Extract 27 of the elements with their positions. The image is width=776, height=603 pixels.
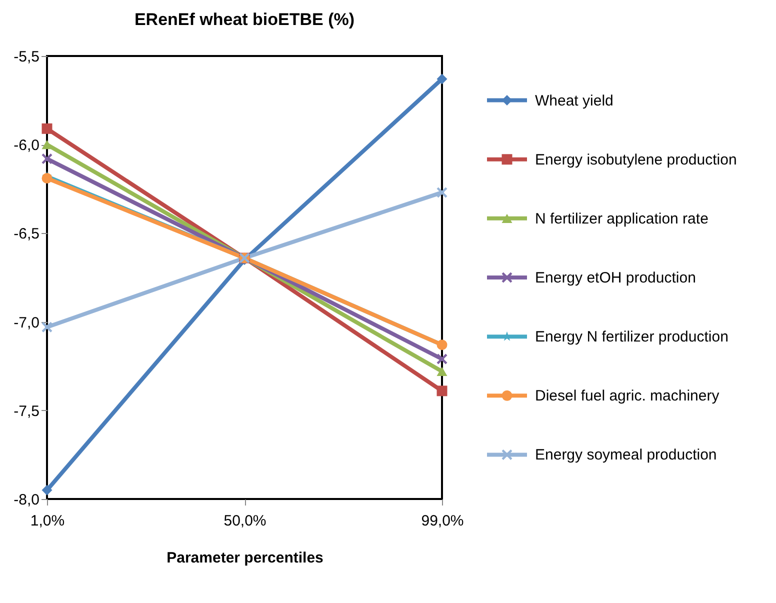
legend-label: Energy soymeal production	[535, 446, 717, 464]
point	[42, 484, 52, 496]
y-tick-label: -5,5	[14, 48, 40, 66]
x-axis-title: Parameter percentiles	[166, 550, 324, 566]
legend-label: Energy etOH production	[535, 270, 696, 286]
legend-label: Energy N fertilizer production	[535, 328, 728, 346]
point	[436, 187, 448, 198]
point	[42, 322, 52, 332]
legend-label: Wheat yield	[535, 92, 614, 110]
point	[436, 74, 448, 84]
point	[42, 173, 52, 184]
x-tick-label: 50,0%	[224, 512, 266, 530]
point	[42, 154, 52, 164]
y-tick-label: -8,0	[14, 492, 40, 508]
y-tick-label: -7,0	[14, 314, 40, 332]
y-tick-label: -6,0	[14, 137, 40, 154]
legend-label: Diesel fuel agric. machinery	[535, 388, 720, 405]
legend-label: Energy isobutylene production	[535, 151, 737, 168]
point	[436, 354, 448, 364]
y-tick-label: -7,5	[14, 402, 40, 420]
chart-title: ERenEf wheat bioETBE (%)	[134, 10, 355, 29]
point	[42, 123, 52, 134]
x-tick-label: 99,0%	[421, 512, 464, 530]
point	[436, 386, 448, 396]
x-tick-label: 1,0%	[30, 512, 65, 530]
legend-label: N fertilizer application rate	[535, 210, 708, 228]
y-tick-label: -6,5	[14, 226, 40, 243]
